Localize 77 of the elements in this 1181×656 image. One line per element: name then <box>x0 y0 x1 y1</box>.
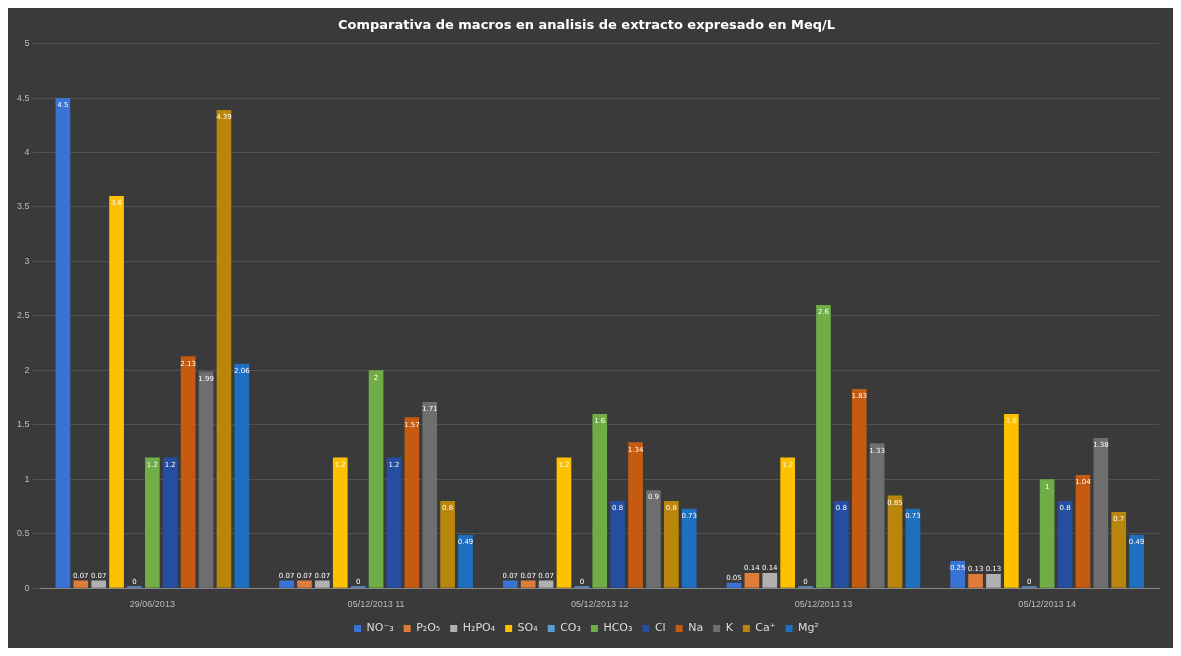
legend-label: CO₃ <box>560 621 581 635</box>
legend-label: K <box>725 621 734 635</box>
x-tick-label: 05/12/2013 14 <box>1018 599 1076 610</box>
legend-label: HCO₃ <box>603 621 633 635</box>
bar <box>332 457 348 588</box>
bar <box>198 371 214 588</box>
bar <box>386 457 402 588</box>
bar <box>1057 501 1073 588</box>
legend-label: Ca⁺ <box>755 621 776 635</box>
bar <box>234 363 250 588</box>
x-tick-label: 05/12/2013 11 <box>347 599 405 610</box>
legend-label: Cl <box>654 621 666 635</box>
bar <box>297 580 312 588</box>
bar <box>726 582 742 588</box>
bar <box>1004 413 1019 588</box>
x-tick-label: 29/06/2013 <box>129 599 175 610</box>
bar <box>404 417 420 588</box>
bar <box>681 508 697 588</box>
bar <box>73 580 89 588</box>
y-tick-label: 1 <box>24 473 30 484</box>
legend-label: P₂O₅ <box>416 621 441 635</box>
bar <box>869 443 885 588</box>
bar <box>1129 534 1144 588</box>
x-tick-label: 05/12/2013 12 <box>570 599 629 610</box>
bar <box>520 580 536 588</box>
bar <box>744 572 760 588</box>
bar <box>834 501 849 588</box>
chart-title: Comparativa de macros en analisis de extracto expresado en Meq/L <box>337 17 836 33</box>
y-tick-label: 1.5 <box>17 419 30 430</box>
bar <box>610 501 625 588</box>
y-tick-label: 2 <box>24 364 30 375</box>
bar <box>55 98 71 588</box>
bar <box>145 457 160 588</box>
y-tick-label: 4 <box>24 147 30 157</box>
bar <box>538 580 554 588</box>
bar <box>279 580 294 588</box>
y-tick-label: 4.5 <box>17 92 30 103</box>
bar <box>628 442 643 588</box>
y-tick-label: 3.5 <box>17 201 30 212</box>
y-tick-label: 5 <box>24 38 30 49</box>
bar <box>109 196 124 588</box>
bar <box>458 534 473 588</box>
bar <box>556 457 572 588</box>
x-tick-label: 05/12/2013 13 <box>794 599 853 610</box>
bar <box>1075 474 1091 588</box>
bar <box>905 508 921 588</box>
bar <box>440 501 455 588</box>
y-tick-label: 3 <box>24 255 30 266</box>
bar <box>1111 511 1127 588</box>
bar <box>592 413 608 588</box>
bar <box>1039 479 1055 588</box>
bar <box>368 370 384 588</box>
legend-label: Na <box>688 621 704 635</box>
bar <box>664 501 679 588</box>
bar <box>1093 437 1109 588</box>
bar <box>968 574 983 588</box>
legend-label: H₂PO₄ <box>462 621 496 635</box>
legend-label: NO⁻₃ <box>366 621 394 635</box>
bar <box>216 110 232 588</box>
bar <box>91 580 107 588</box>
bar <box>646 490 661 588</box>
bar <box>315 580 330 588</box>
legend-label: Mg² <box>798 621 819 635</box>
bar <box>762 572 778 588</box>
bar <box>851 388 867 588</box>
y-tick-label: 2.5 <box>17 310 30 321</box>
bar <box>887 495 903 588</box>
legend-label: SO₄ <box>517 621 539 635</box>
bar <box>986 574 1001 588</box>
y-tick-label: 0.5 <box>17 528 30 539</box>
bar <box>162 457 178 588</box>
bar <box>180 356 196 588</box>
bar <box>502 580 518 588</box>
bar <box>816 305 831 588</box>
bar <box>780 457 795 588</box>
y-tick-label: 0 <box>24 582 30 593</box>
bar <box>422 401 438 588</box>
